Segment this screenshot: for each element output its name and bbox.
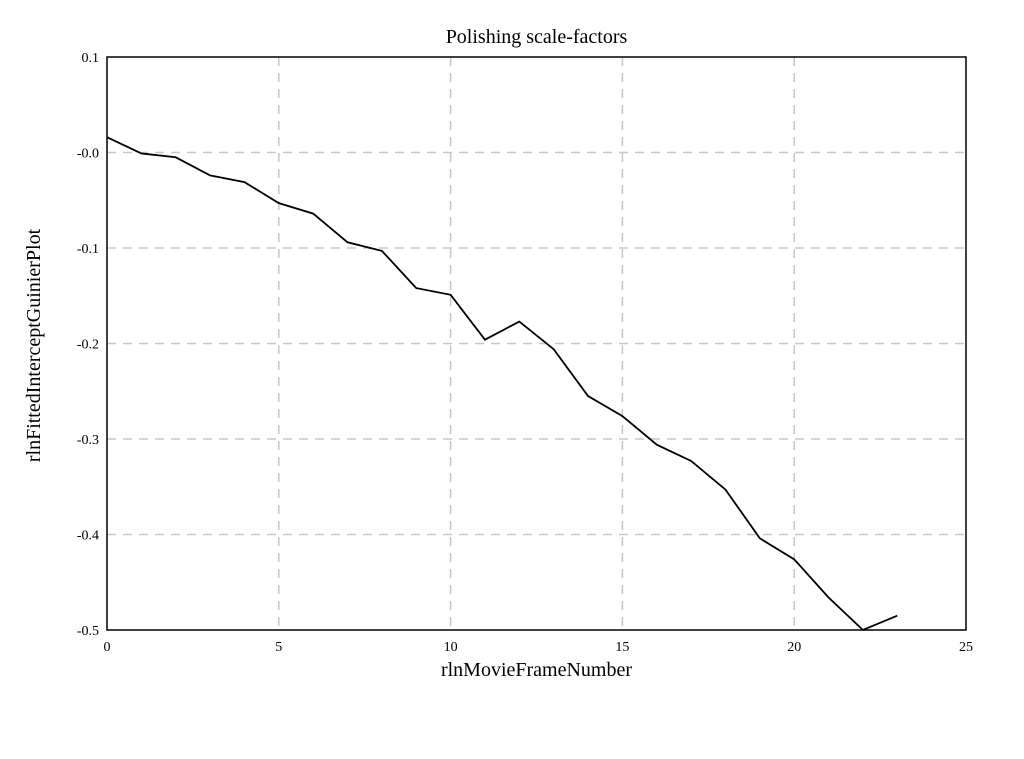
- x-tick-label: 15: [615, 640, 629, 655]
- x-tick-label: 5: [275, 640, 282, 655]
- y-tick-label: -0.2: [77, 338, 99, 353]
- chart-title: Polishing scale-factors: [446, 26, 628, 48]
- series-line: [106, 136, 898, 632]
- plot-frame: [106, 56, 967, 631]
- y-axis-label: rlnFittedInterceptGuinierPlot: [23, 228, 45, 462]
- y-tick-label: -0.4: [77, 529, 99, 544]
- y-tick-label: -0.5: [77, 624, 99, 639]
- y-tick-label: -0.3: [77, 433, 99, 448]
- y-tick-label: -0.0: [77, 147, 99, 162]
- y-tick-label: 0.1: [82, 51, 100, 66]
- x-axis-label: rlnMovieFrameNumber: [441, 659, 632, 681]
- series-layer: [106, 136, 898, 632]
- x-tick-label: 0: [104, 640, 111, 655]
- axis-ticks: 0 5 10 15 20 25 0.1 -0.0 -0.1 -0.2 -0.3 -0.4 -0.5: [77, 51, 973, 655]
- x-tick-label: 25: [959, 640, 973, 655]
- grid-lines: [107, 57, 966, 630]
- x-tick-label: 10: [444, 640, 458, 655]
- y-tick-label: -0.1: [77, 242, 99, 257]
- x-tick-label: 20: [787, 640, 801, 655]
